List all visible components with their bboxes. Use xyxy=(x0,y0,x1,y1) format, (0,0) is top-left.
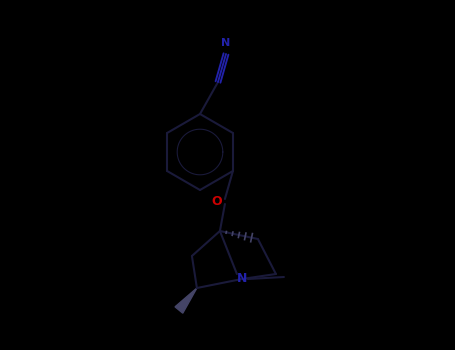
Text: N: N xyxy=(237,273,247,286)
Text: N: N xyxy=(222,38,231,48)
Polygon shape xyxy=(175,288,197,313)
Text: O: O xyxy=(212,195,222,208)
